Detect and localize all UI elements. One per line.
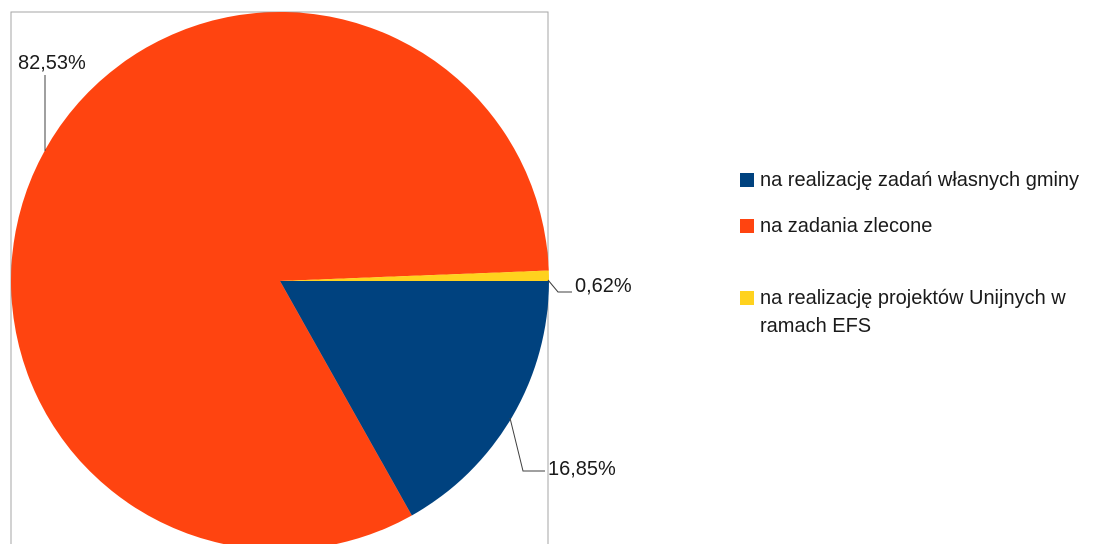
pie-slice-projekty-efs (280, 270, 549, 281)
legend-swatch-zadania-wlasne (740, 173, 754, 187)
legend: na realizację zadań własnych gminy na za… (740, 166, 1117, 358)
legend-item-zadania-zlecone: na zadania zlecone (740, 212, 1117, 240)
legend-swatch-zadania-zlecone (740, 219, 754, 233)
leader-lines (44, 75, 572, 472)
pie-slice-zadania-zlecone (11, 12, 549, 544)
leader-line-zadania-wlasne (509, 417, 545, 472)
legend-swatch-projekty-efs (740, 291, 754, 305)
data-label-zadania-wlasne: 16,85% (548, 458, 616, 480)
pie-slices (11, 12, 549, 544)
legend-item-projekty-efs: na realizację projektów Unijnych w ramac… (740, 284, 1117, 340)
legend-label-zadania-zlecone: na zadania zlecone (760, 215, 933, 237)
data-label-zadania-zlecone: 82,53% (18, 52, 86, 74)
data-label-projekty-efs: 0,62% (575, 275, 632, 297)
legend-label-zadania-wlasne: na realizację zadań własnych gminy (760, 169, 1080, 191)
pie-slice-zadania-wlasne (280, 281, 549, 516)
legend-label-projekty-efs: na realizację projektów Unijnych w ramac… (760, 287, 1066, 337)
legend-item-zadania-wlasne: na realizację zadań własnych gminy (740, 166, 1117, 194)
leader-line-projekty-efs (547, 279, 572, 293)
